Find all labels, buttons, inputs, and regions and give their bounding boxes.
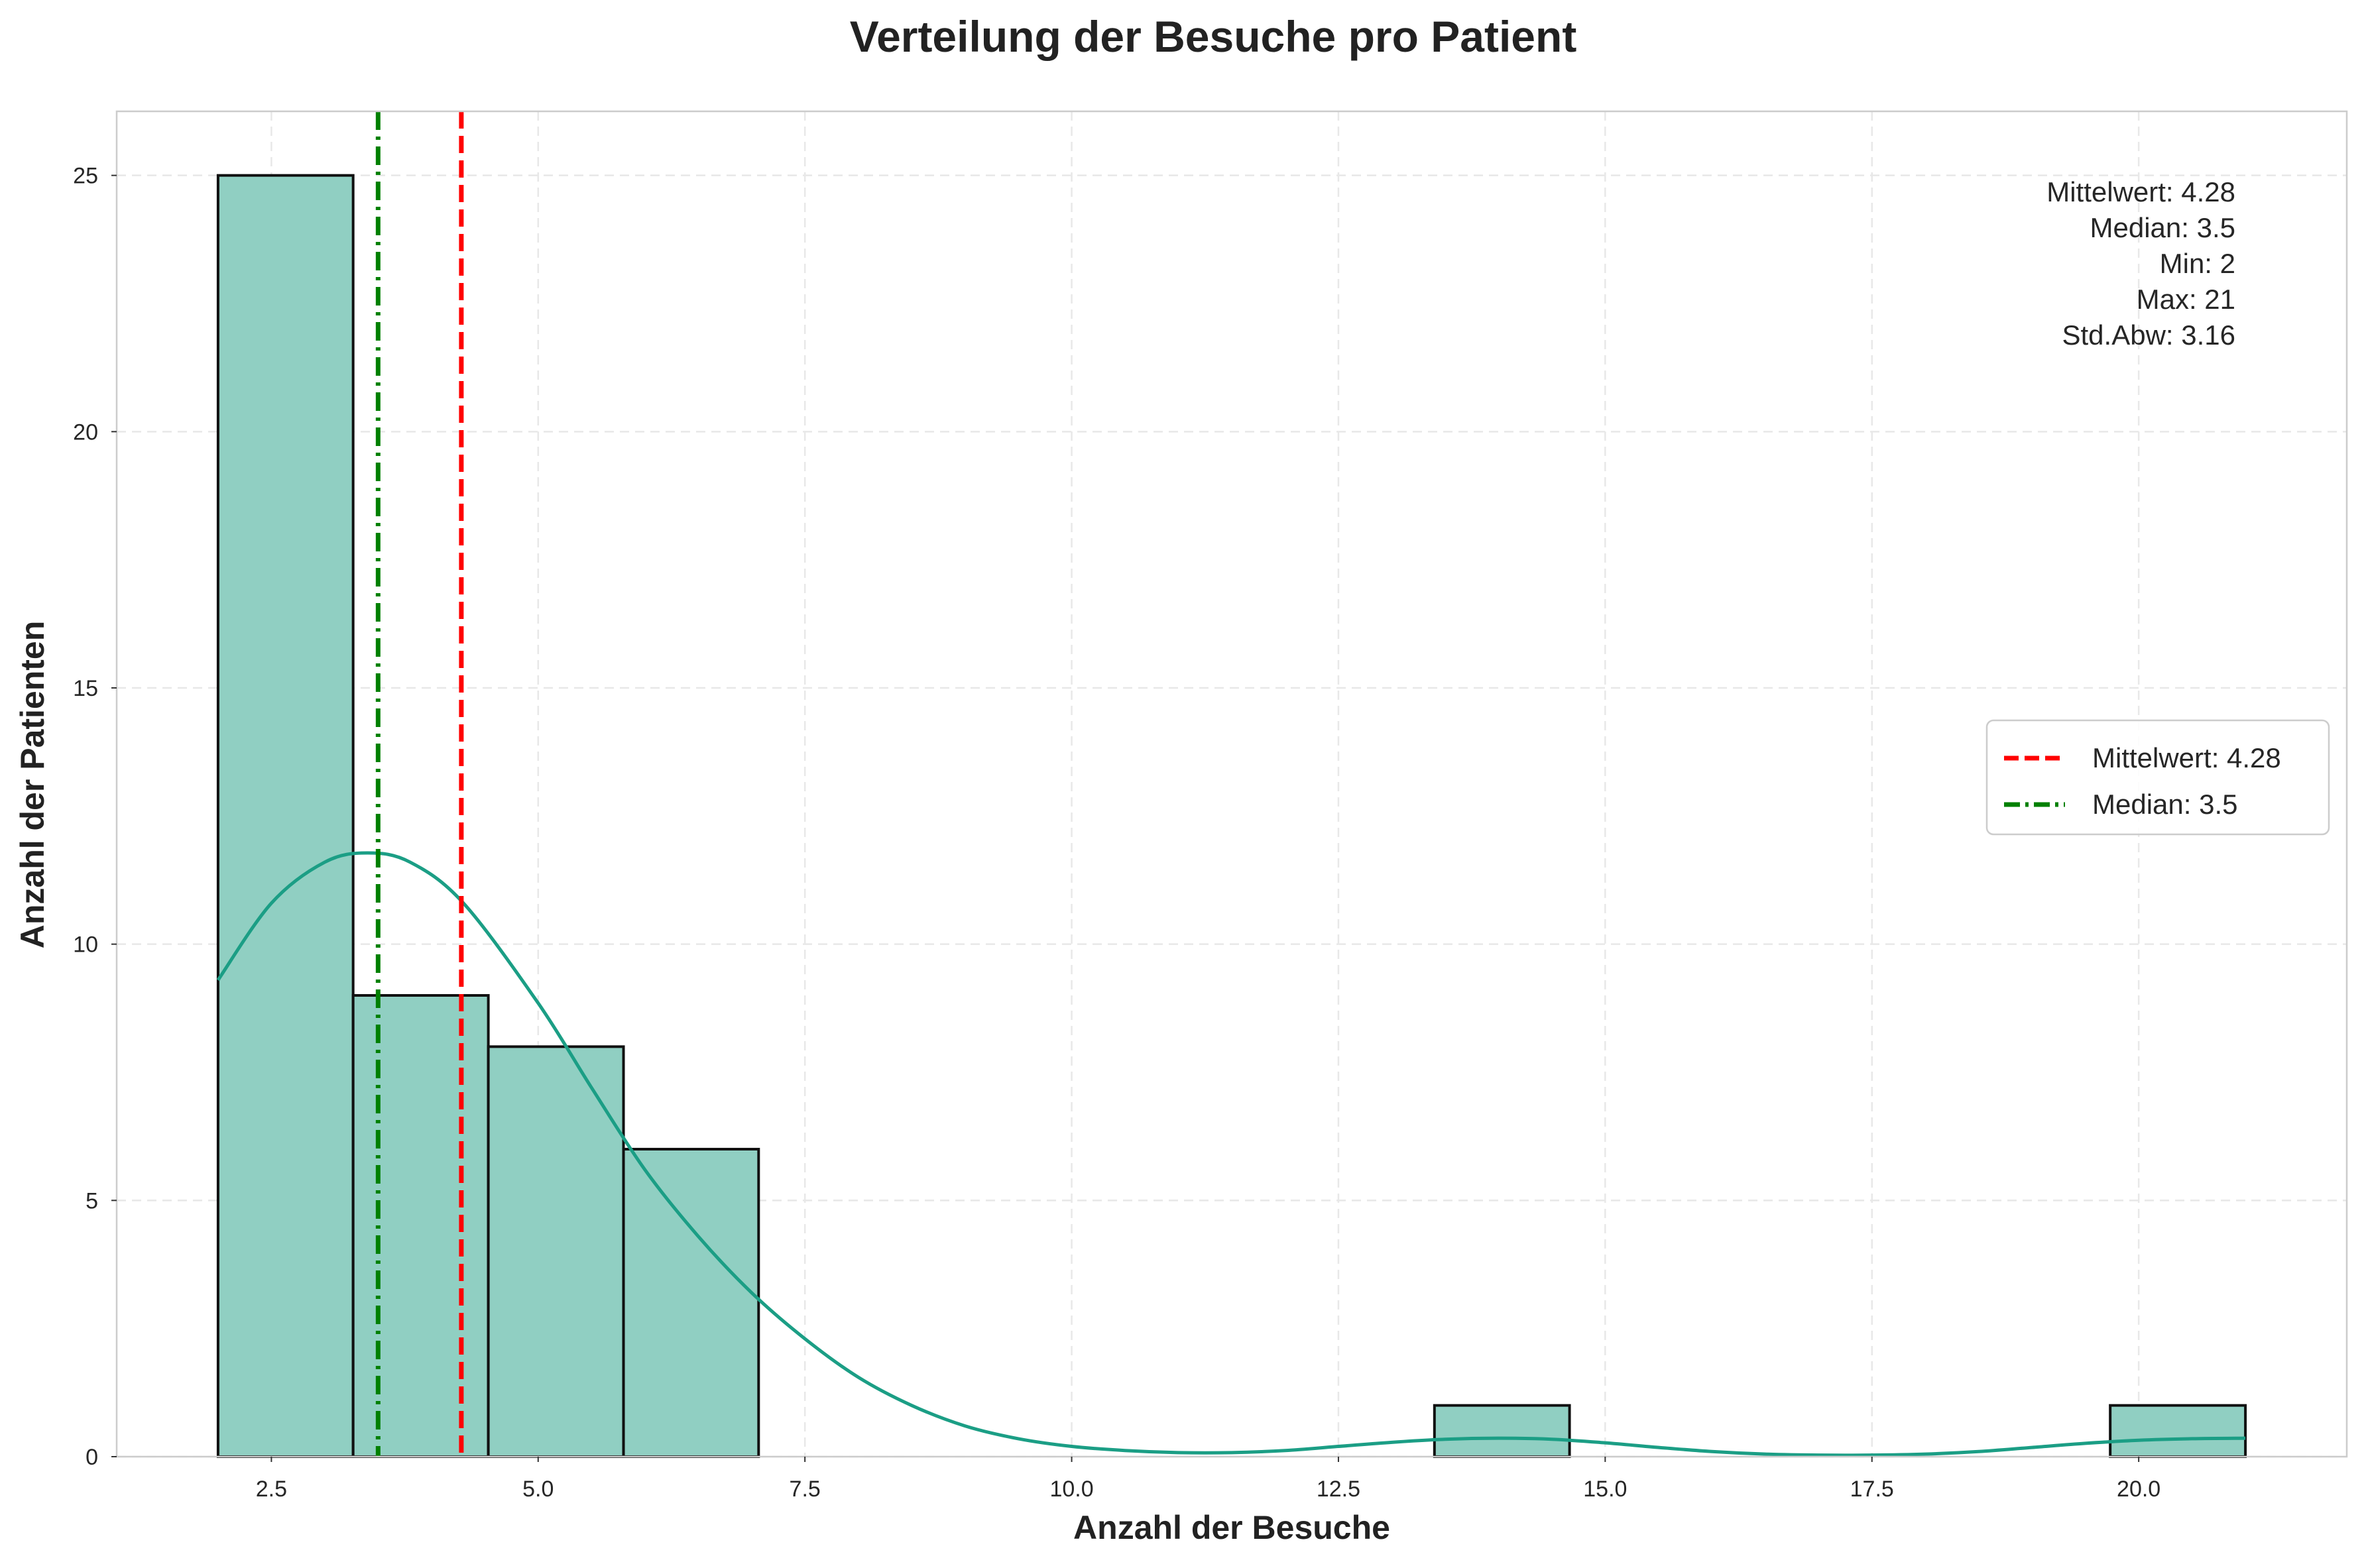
- stats-line-1: Median: 3.5: [2090, 212, 2235, 243]
- legend: Mittelwert: 4.28 Median: 3.5: [1985, 719, 2330, 836]
- chart-title: Verteilung der Besuche pro Patient: [850, 12, 1577, 61]
- stats-line-4: Std.Abw: 3.16: [2062, 319, 2236, 351]
- y-tick-label-2: 10: [73, 932, 98, 958]
- stats-line-3: Max: 21: [2137, 284, 2235, 315]
- axes-frame: [115, 110, 2348, 1458]
- x-tick-label-7: 20.0: [2117, 1477, 2160, 1502]
- legend-label-mean: Mittelwert: 4.28: [2092, 742, 2281, 773]
- histogram-bar-2: [487, 1045, 625, 1459]
- x-tick-label-2: 7.5: [790, 1477, 821, 1502]
- y-tick-label-4: 20: [73, 420, 98, 445]
- histogram-bar-5: [2109, 1404, 2247, 1459]
- kde-curve: [216, 851, 2246, 1457]
- stats-line-2: Min: 2: [2160, 248, 2235, 279]
- x-tick-label-4: 12.5: [1317, 1477, 1360, 1502]
- x-tick-label-5: 15.0: [1583, 1477, 1627, 1502]
- y-axis-label: Anzahl der Patienten: [14, 621, 51, 949]
- plot-area: 2.5 5.0 7.5 10.0 12.5 15.0 17.5 20.0 0 5 10 15 20 25 M…: [73, 110, 2348, 1502]
- legend-box: [1985, 719, 2330, 836]
- histogram-bar-0: [216, 174, 355, 1459]
- stats-line-0: Mittelwert: 4.28: [2046, 176, 2235, 207]
- x-axis-label: Anzahl der Besuche: [1073, 1509, 1390, 1546]
- x-tick-label-6: 17.5: [1850, 1477, 1894, 1502]
- histogram-bar-1: [351, 994, 490, 1458]
- histogram-bar-3: [622, 1148, 760, 1458]
- y-tick-label-1: 5: [86, 1188, 98, 1213]
- histogram-bar-4: [1433, 1404, 1571, 1459]
- y-tick-label-5: 25: [73, 164, 98, 189]
- x-tick-label-3: 10.0: [1049, 1477, 1093, 1502]
- x-tick-label-1: 5.0: [522, 1477, 554, 1502]
- x-tick-label-0: 2.5: [256, 1477, 287, 1502]
- legend-label-median: Median: 3.5: [2092, 789, 2237, 820]
- y-tick-label-0: 0: [86, 1445, 98, 1470]
- y-tick-label-3: 15: [73, 676, 98, 701]
